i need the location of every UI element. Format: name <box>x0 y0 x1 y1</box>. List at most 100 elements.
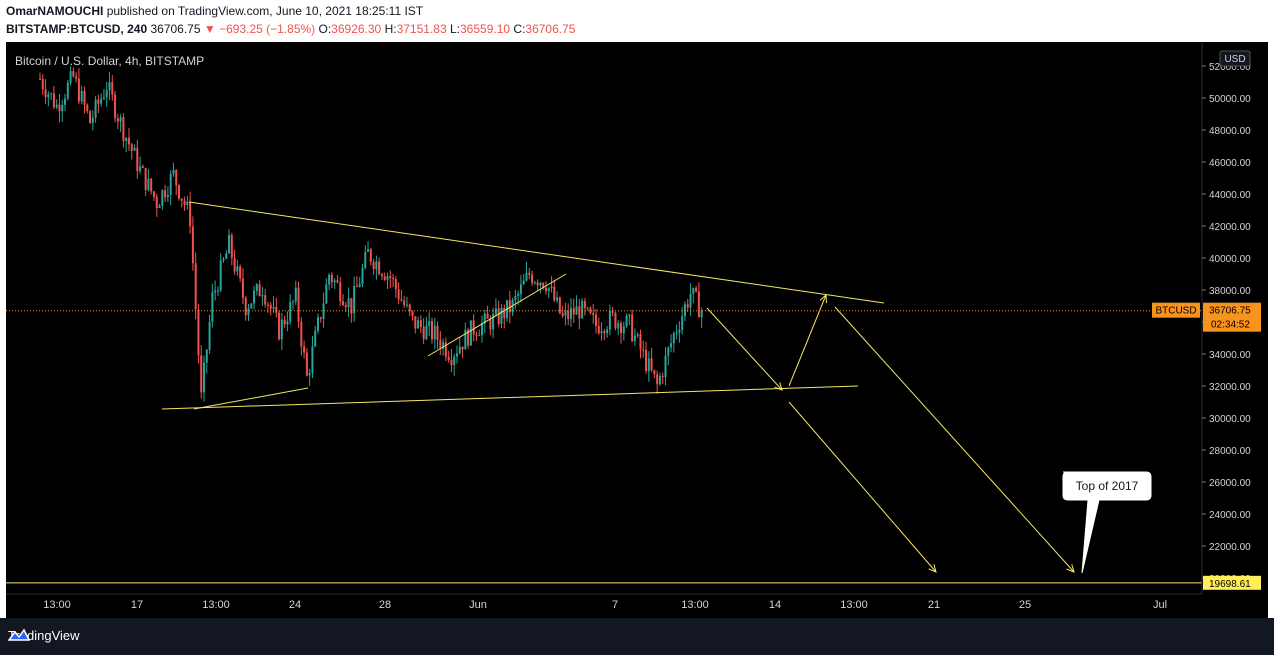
candle-body <box>47 94 50 98</box>
drawings-layer <box>6 201 1202 584</box>
candle-body <box>61 104 64 112</box>
price-chart[interactable]: 52000.00 50000.00 48000.00 46000.00 44000.00… <box>6 42 1268 618</box>
candle-body <box>514 296 517 301</box>
candle-body <box>611 310 614 313</box>
author-name[interactable]: OmarNAMOUCHI <box>6 4 104 18</box>
candle-body <box>155 196 158 209</box>
candle-body <box>400 299 403 301</box>
candle-body <box>558 297 561 314</box>
arrow-head <box>819 293 828 304</box>
candle-body <box>450 359 453 366</box>
tradingview-logo[interactable]: TradingView <box>8 628 80 643</box>
candle-body <box>647 358 650 372</box>
candle-body <box>183 200 186 205</box>
candle-body <box>483 313 486 324</box>
candle-body <box>458 346 461 354</box>
candle-body <box>675 332 678 334</box>
candle-body <box>608 310 611 330</box>
candle-body <box>403 300 406 306</box>
candle-body <box>150 178 153 192</box>
candle-body <box>531 274 534 284</box>
candle-body <box>397 289 400 300</box>
target-tag-value: 19698.61 <box>1209 579 1251 590</box>
y-tick-label: 26000.00 <box>1209 478 1251 489</box>
arrow-head <box>774 382 783 391</box>
candle-body <box>69 71 72 83</box>
candle-body <box>695 287 698 292</box>
candle-body <box>617 323 620 329</box>
candle-body <box>467 329 470 346</box>
chart-area[interactable]: 52000.00 50000.00 48000.00 46000.00 44000.00… <box>6 42 1268 618</box>
candle-body <box>453 356 456 366</box>
candle-body <box>205 349 208 363</box>
x-tick-label: 25 <box>1019 599 1031 611</box>
candle-body <box>522 280 525 285</box>
candle-body <box>425 325 428 340</box>
candle-body <box>136 147 139 172</box>
candle-body <box>158 205 161 209</box>
candle-body <box>105 90 108 98</box>
candle-body <box>161 190 164 206</box>
candle-body <box>486 313 489 319</box>
candle-body <box>44 89 47 98</box>
candle-body <box>100 98 103 104</box>
candle-body <box>191 226 194 264</box>
candle-body <box>275 306 278 313</box>
candle-body <box>291 301 294 303</box>
candle-body <box>241 278 244 298</box>
candle-body <box>444 342 447 357</box>
ohlc-line: BITSTAMP:BTCUSD, 240 36706.75 ▼ −693.25 … <box>6 22 575 36</box>
candle-body <box>319 317 322 319</box>
candle-body <box>64 98 67 105</box>
candle-body <box>625 315 628 327</box>
price-tag-symbol: BTCUSD <box>1155 306 1196 317</box>
price-change: ▼ −693.25 (−1.85%) <box>203 22 316 36</box>
candle-body <box>83 90 86 105</box>
candle-body <box>283 319 286 325</box>
candle-body <box>586 307 589 309</box>
x-tick-label: 24 <box>289 599 301 611</box>
x-tick-label: 7 <box>612 599 618 611</box>
candle-body <box>244 297 247 316</box>
candle-body <box>325 284 328 304</box>
candle-body <box>317 317 319 331</box>
candle-body <box>258 284 261 297</box>
candle-body <box>272 306 275 309</box>
candle-body <box>189 201 192 227</box>
candle-body <box>417 320 420 329</box>
candle-body <box>339 282 342 302</box>
candle-body <box>264 295 267 305</box>
candle-body <box>542 282 545 288</box>
candle-body <box>681 316 684 330</box>
candle-body <box>686 304 689 308</box>
candle-body <box>500 307 503 324</box>
candle-body <box>152 191 155 197</box>
x-tick-label: 13:00 <box>840 599 868 611</box>
candle-body <box>620 323 623 334</box>
candle-body <box>375 261 378 270</box>
candle-body <box>656 374 659 385</box>
price-axis: 52000.00 50000.00 48000.00 46000.00 44000.00… <box>1201 42 1251 594</box>
candle-body <box>503 307 506 319</box>
candle-body <box>653 370 656 375</box>
candle-body <box>164 190 167 198</box>
candle-body <box>72 71 75 77</box>
currency-badge[interactable]: USD <box>1219 50 1251 67</box>
high-label: H: <box>384 22 397 36</box>
candle-body <box>519 284 522 294</box>
candle-body <box>228 234 231 254</box>
chart-header: OmarNAMOUCHI published on TradingView.co… <box>0 0 1274 42</box>
candle-body <box>567 310 570 319</box>
candle-body <box>405 304 408 306</box>
candle-body <box>578 306 581 319</box>
price-tag-countdown: 02:34:52 <box>1211 320 1250 331</box>
candle-body <box>469 320 472 346</box>
candle-body <box>133 147 136 151</box>
candle-body <box>39 78 41 80</box>
candle-body <box>372 261 375 270</box>
candle-body <box>297 287 300 322</box>
y-tick-label: 50000.00 <box>1209 94 1251 105</box>
y-tick-label: 44000.00 <box>1209 190 1251 201</box>
candle-body <box>197 309 200 356</box>
candle-body <box>581 301 584 319</box>
